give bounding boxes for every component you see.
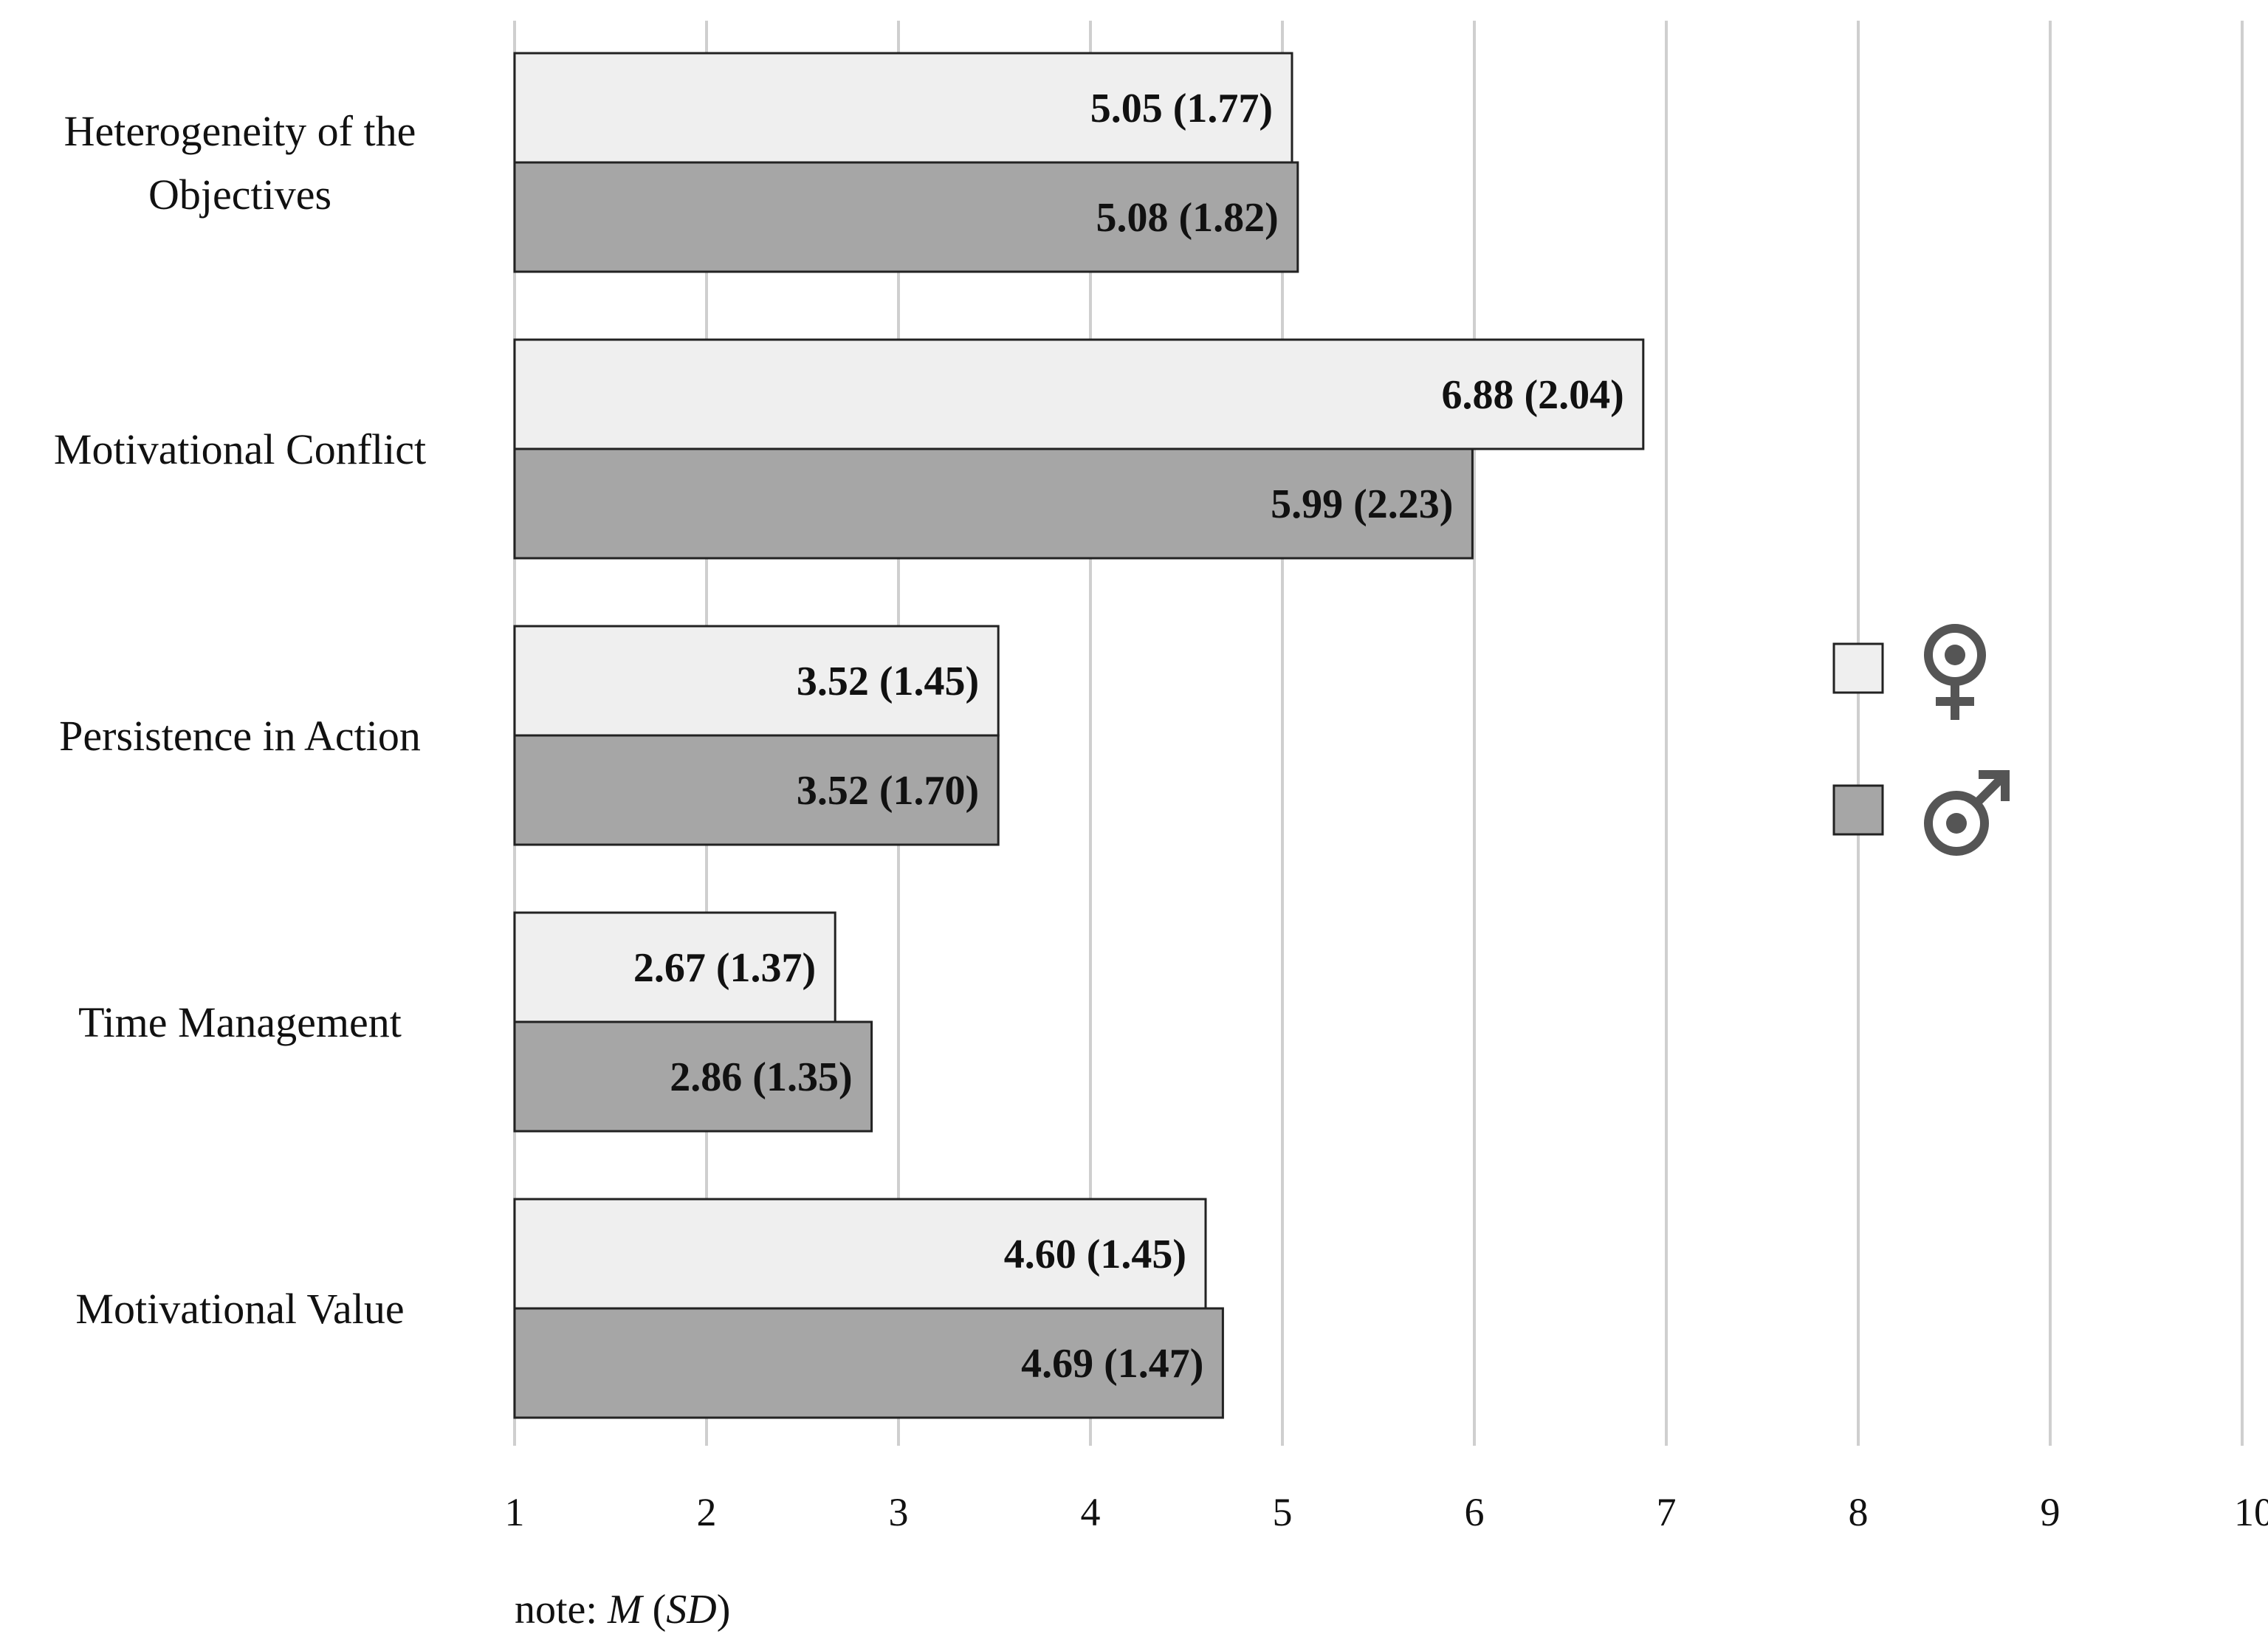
data-label: 3.52 (1.45): [797, 659, 979, 704]
bar-female: [513, 911, 836, 1023]
category-label: Motivational Value: [75, 1285, 404, 1333]
legend-swatch-female: [1832, 642, 1884, 694]
category-labels: Heterogeneity of the Objectives Motivation…: [54, 107, 426, 1333]
male-symbol-dot: [1946, 813, 1967, 834]
x-tick-label: 7: [1657, 1490, 1677, 1534]
data-label: 2.86 (1.35): [670, 1054, 852, 1100]
x-tick-label: 1: [505, 1490, 525, 1534]
x-tick-label: 9: [2041, 1490, 2061, 1534]
bar-female: [513, 625, 1000, 737]
category-label-line: Motivational Conflict: [54, 425, 426, 473]
bar-male: [513, 1020, 873, 1133]
x-tick-label: 10: [2234, 1490, 2268, 1534]
x-tick-label: 2: [697, 1490, 717, 1534]
category-label: Persistence in Action: [59, 712, 421, 760]
bars: 5.05 (1.77) 5.08 (1.82) 6.88 (2.04) 5.99 (2…: [513, 52, 1645, 1419]
note-mean-symbol: M: [607, 1587, 645, 1633]
data-label: 5.05 (1.77): [1090, 86, 1273, 131]
bar-female: [513, 52, 1293, 164]
bar-male: [513, 447, 1474, 560]
data-label: 5.08 (1.82): [1096, 195, 1279, 241]
note-sd-symbol: SD: [666, 1587, 716, 1633]
x-tick-label: 3: [889, 1490, 909, 1534]
category-label: Motivational Conflict: [54, 425, 426, 473]
x-tick-label: 5: [1273, 1490, 1293, 1534]
x-tick-label: 4: [1081, 1490, 1101, 1534]
legend: [1832, 624, 2010, 856]
female-symbol-dot: [1945, 645, 1965, 665]
x-axis-ticks: 1 2 3 4 5 6 7 8 9 10: [505, 1490, 2268, 1534]
note-close-paren: ): [717, 1587, 731, 1633]
x-tick-label: 6: [1465, 1490, 1485, 1534]
category-label: Time Management: [78, 998, 402, 1046]
data-label: 6.88 (2.04): [1442, 372, 1624, 418]
category-label-line: Motivational Value: [75, 1285, 404, 1333]
female-symbol-icon: [1924, 624, 1986, 720]
bar-female: [513, 1198, 1207, 1310]
note-open-paren: (: [642, 1587, 667, 1633]
category-label-line: Persistence in Action: [59, 712, 421, 760]
category-label: Heterogeneity of the Objectives: [64, 107, 416, 219]
data-label: 4.60 (1.45): [1004, 1232, 1186, 1277]
male-symbol-icon: [1924, 770, 2010, 856]
note-prefix: note:: [515, 1587, 608, 1633]
category-label-line: Time Management: [78, 998, 402, 1046]
data-label: 4.69 (1.47): [1021, 1341, 1203, 1387]
category-label-line: Objectives: [148, 171, 331, 219]
bar-male: [513, 734, 1000, 846]
x-tick-label: 8: [1849, 1490, 1869, 1534]
data-label: 5.99 (2.23): [1271, 481, 1453, 527]
category-label-line: Heterogeneity of the: [64, 107, 416, 155]
bar-male: [513, 1307, 1224, 1419]
chart-note: note: M (SD): [515, 1587, 730, 1633]
bar-male: [513, 161, 1299, 273]
data-label: 3.52 (1.70): [797, 768, 979, 814]
data-label: 2.67 (1.37): [633, 945, 816, 991]
legend-swatch-male: [1832, 784, 1884, 836]
